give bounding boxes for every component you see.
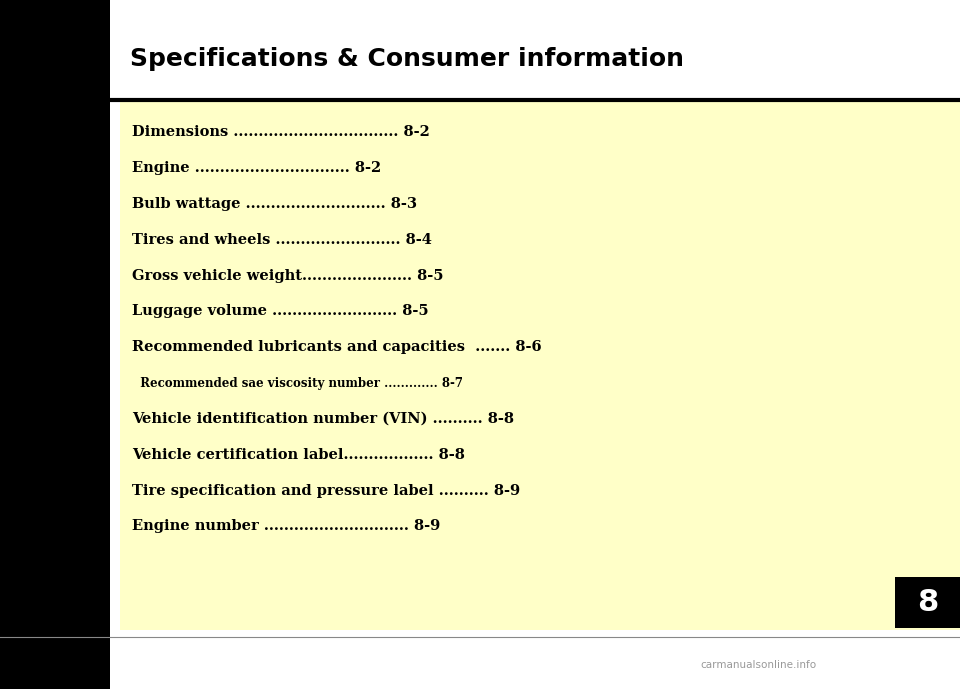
Text: Gross vehicle weight...................... 8-5: Gross vehicle weight....................… bbox=[132, 269, 444, 282]
Text: Engine number ............................. 8-9: Engine number ..........................… bbox=[132, 520, 441, 533]
Text: Recommended lubricants and capacities  ....... 8-6: Recommended lubricants and capacities ..… bbox=[132, 340, 542, 354]
Text: Recommended sae viscosity number ............. 8-7: Recommended sae viscosity number .......… bbox=[132, 377, 464, 389]
Text: Bulb wattage ............................ 8-3: Bulb wattage ...........................… bbox=[132, 197, 418, 211]
Bar bbox=[895, 577, 960, 628]
Bar bbox=[0, 0, 110, 689]
Text: Tire specification and pressure label .......... 8-9: Tire specification and pressure label ..… bbox=[132, 484, 520, 497]
Bar bbox=[120, 100, 960, 630]
Text: Luggage volume ......................... 8-5: Luggage volume .........................… bbox=[132, 305, 429, 318]
Text: carmanualsonline.info: carmanualsonline.info bbox=[701, 660, 816, 670]
Text: 8: 8 bbox=[917, 588, 938, 617]
Text: Vehicle certification label.................. 8-8: Vehicle certification label.............… bbox=[132, 448, 466, 462]
Text: Specifications & Consumer information: Specifications & Consumer information bbox=[130, 47, 684, 70]
Text: Engine ............................... 8-2: Engine ............................... 8… bbox=[132, 161, 382, 175]
Text: Dimensions ................................. 8-2: Dimensions .............................… bbox=[132, 125, 430, 139]
Text: Vehicle identification number (VIN) .......... 8-8: Vehicle identification number (VIN) ....… bbox=[132, 412, 515, 426]
Text: Tires and wheels ......................... 8-4: Tires and wheels .......................… bbox=[132, 233, 432, 247]
Bar bbox=[110, 100, 120, 630]
Bar bbox=[110, 0, 960, 100]
